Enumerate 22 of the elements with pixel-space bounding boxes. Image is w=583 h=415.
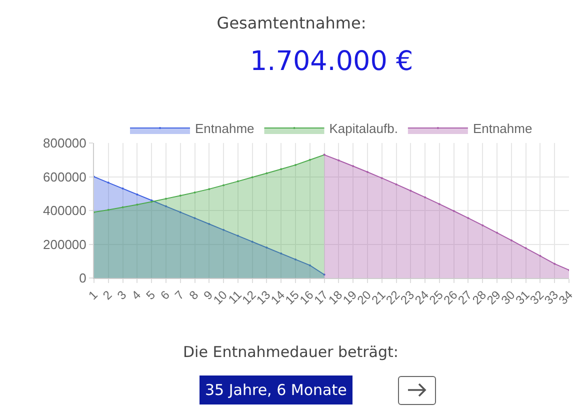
legend-label: Entnahme: [195, 121, 254, 136]
x-tick-label: 2: [100, 288, 115, 302]
x-tick-label: 3: [114, 288, 130, 302]
x-tick-label: 10: [210, 288, 230, 308]
legend-label: Entnahme: [472, 121, 532, 136]
x-tick-label: 5: [143, 288, 158, 302]
y-tick-label: 200000: [43, 236, 86, 252]
text: Die Entnahmedauer beträgt:: [183, 343, 398, 361]
x-tick-label: 6: [158, 288, 173, 302]
x-tick-label: 4: [128, 288, 144, 302]
y-tick-label: 800000: [43, 136, 86, 151]
y-tick-label: 600000: [43, 169, 86, 184]
x-tick-label: 34: [556, 288, 576, 308]
chart-subtitle: 1.704.000 €: [250, 46, 414, 77]
y-tick-label: 400000: [43, 203, 86, 218]
text: 35 Jahre, 6 Monate: [205, 381, 347, 399]
x-tick-label: 8: [186, 288, 202, 302]
chart-title: Gesamtentnahme:: [216, 13, 366, 32]
legend-label: Kapitalaufb.: [329, 121, 398, 136]
x-tick-label: 7: [172, 288, 187, 302]
y-tick-label: 0: [79, 270, 86, 286]
x-tick-label: 1: [86, 288, 101, 302]
